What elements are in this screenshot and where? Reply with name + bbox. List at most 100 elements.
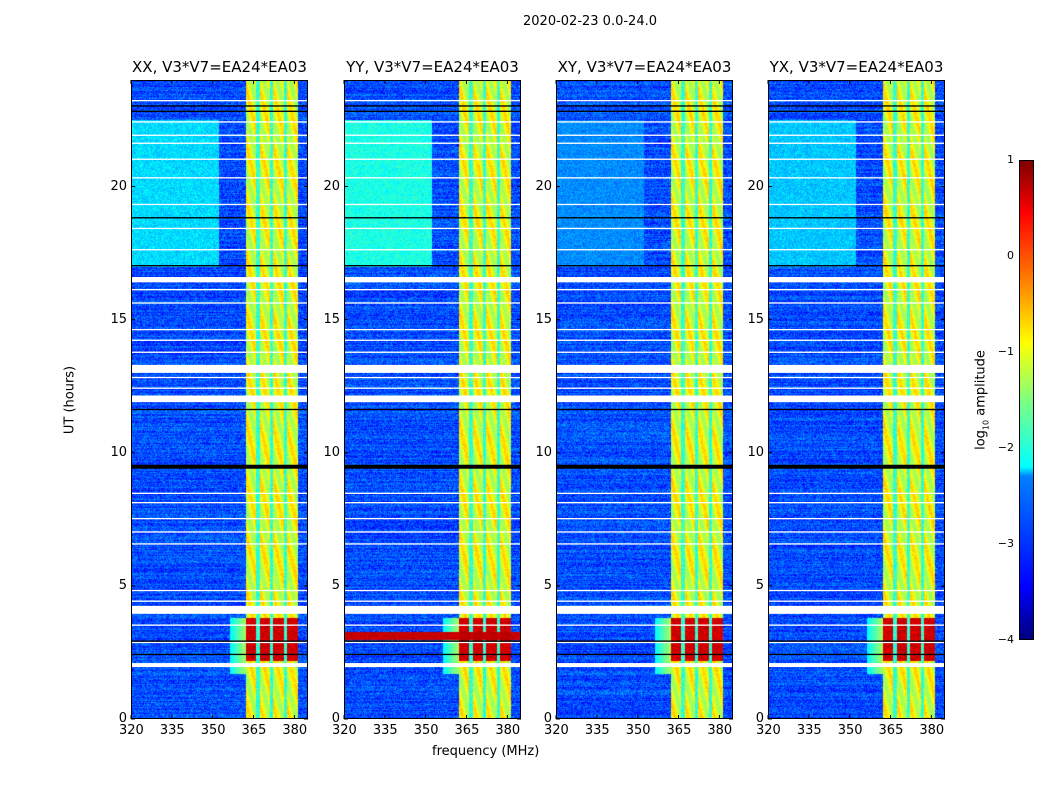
bad-row [131, 110, 308, 112]
bad-row [556, 217, 733, 219]
axes-frame [768, 80, 945, 719]
flagged-row [344, 600, 521, 602]
figure-title: 2020-02-23 0.0-24.0 [523, 14, 657, 29]
flagged-row [556, 517, 733, 520]
flagged-row [556, 134, 733, 136]
flagged-row [131, 531, 308, 533]
bad-row [344, 265, 521, 267]
flagged-row [768, 249, 945, 251]
flagged-row [556, 227, 733, 230]
flagged-row [768, 121, 945, 123]
flagged-row [768, 641, 945, 644]
flagged-row [768, 492, 945, 495]
y-tick-label: 10 [747, 444, 764, 460]
flagged-row [556, 351, 733, 353]
colorbar-tick-label: −1 [997, 345, 1014, 358]
x-tick-label: 320 [756, 723, 781, 738]
x-tick-label: 320 [332, 723, 357, 738]
y-tick-label: 0 [331, 711, 340, 726]
flagged-row [344, 134, 521, 136]
bad-row [768, 110, 945, 112]
flagged-row [344, 531, 521, 533]
flagged-row [768, 605, 945, 614]
flagged-row [131, 589, 308, 592]
x-tick-label: 380 [282, 723, 308, 738]
flagged-row [768, 364, 945, 373]
flagged-row [556, 589, 733, 592]
panel-title: YY, V3*V7=EA24*EA03 [346, 58, 519, 76]
panel-1: YY, V3*V7=EA24*EA03 [343, 58, 521, 720]
x-tick-label: 380 [707, 723, 733, 738]
colorbar-tick-label: −4 [997, 633, 1014, 646]
flagged-row [556, 663, 733, 668]
flagged-row [768, 589, 945, 592]
bad-row [768, 640, 945, 642]
flagged-row [556, 339, 733, 341]
flagged-row [556, 203, 733, 206]
flagged-row [768, 99, 945, 102]
flagged-row [768, 376, 945, 379]
flagged-row [768, 387, 945, 389]
flagged-row [768, 517, 945, 520]
x-tick-label: 380 [495, 723, 521, 738]
flagged-row [556, 605, 733, 614]
y-tick-label: 20 [535, 178, 552, 194]
flagged-row [344, 158, 521, 160]
bad-row [768, 408, 945, 411]
flagged-row [556, 492, 733, 495]
flagged-row [556, 142, 733, 144]
flagged-row [768, 395, 945, 403]
panel-title: XX, V3*V7=EA24*EA03 [132, 58, 307, 76]
flagged-row [768, 289, 945, 291]
flagged-row [131, 277, 308, 283]
flagged-row [344, 641, 521, 644]
flagged-row [556, 376, 733, 379]
x-tick-label: 320 [544, 723, 569, 738]
flagged-row [556, 277, 733, 283]
flagged-row [131, 134, 308, 136]
flagged-row [131, 624, 308, 626]
y-tick-label: 15 [323, 311, 340, 327]
flagged-row [131, 502, 308, 504]
flagged-row [768, 502, 945, 504]
flagged-row [344, 605, 521, 614]
bad-row [131, 105, 308, 107]
flagged-row [556, 531, 733, 533]
flagged-row [131, 289, 308, 291]
y-tick-label: 5 [118, 577, 127, 593]
bad-row [131, 640, 308, 642]
flagged-row [131, 605, 308, 614]
flagged-row [344, 121, 521, 123]
flagged-row [768, 203, 945, 206]
flagged-row [768, 351, 945, 353]
flagged-row [131, 663, 308, 668]
flagged-row [556, 177, 733, 179]
flagged-row [768, 624, 945, 626]
bad-row [131, 265, 308, 267]
x-tick-label: 320 [119, 723, 144, 738]
panel-title: XY, V3*V7=EA24*EA03 [557, 58, 732, 76]
flagged-row [131, 387, 308, 389]
bad-row [556, 105, 733, 107]
flagged-row [131, 492, 308, 495]
flagged-row [344, 277, 521, 283]
y-tick-label: 0 [755, 711, 764, 726]
axes [343, 80, 521, 720]
flagged-row [768, 531, 945, 533]
flagged-row [131, 395, 308, 403]
bad-row [131, 217, 308, 219]
panel-0: XX, V3*V7=EA24*EA03 [130, 58, 308, 720]
bad-row [768, 217, 945, 219]
flagged-row [131, 121, 308, 123]
y-tick-label: 10 [110, 444, 127, 460]
x-tick-label: 335 [159, 723, 185, 738]
flagged-row [131, 517, 308, 520]
flagged-row [556, 624, 733, 626]
bad-row [768, 653, 945, 656]
colorbar-tick-label: −3 [997, 537, 1014, 550]
flagged-row [556, 600, 733, 602]
flagged-row [131, 177, 308, 179]
y-tick-label: 10 [535, 444, 552, 460]
flagged-row [131, 328, 308, 331]
